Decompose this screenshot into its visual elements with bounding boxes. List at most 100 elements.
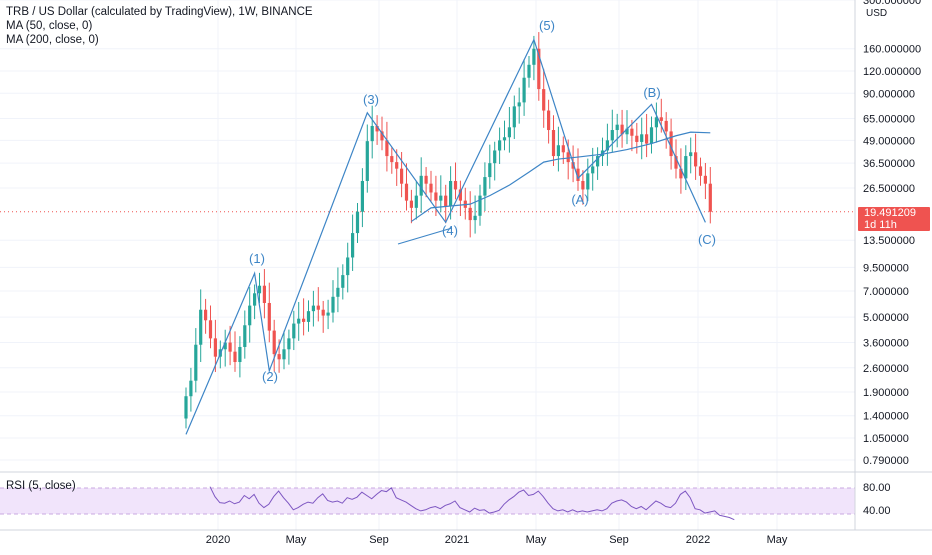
candle-body [581, 180, 585, 190]
candle-body [434, 192, 438, 201]
candle-body [351, 233, 355, 258]
candle-body [625, 128, 629, 135]
y-tick-label: 160.000000 [863, 44, 921, 56]
candle-body [326, 312, 330, 316]
wave-label: (1) [249, 251, 265, 266]
candle-body [395, 162, 399, 169]
y-tick-label: 3.600000 [863, 338, 909, 350]
candle-body [400, 168, 404, 184]
candle-body [561, 145, 565, 153]
y-tick-label: 26.500000 [863, 183, 915, 195]
candle-body [679, 168, 683, 179]
candle-body [640, 134, 644, 142]
candle-body [488, 163, 492, 178]
candle-body [522, 77, 526, 103]
rsi-tick-label: 40.00 [863, 505, 891, 517]
y-tick-label: 300.000000 [863, 0, 921, 7]
candle-body [576, 168, 580, 181]
candle-body [233, 351, 237, 363]
ma50-legend[interactable]: MA (50, close, 0) [6, 20, 93, 32]
y-tick-label: 0.790000 [863, 455, 909, 467]
candle-body [316, 305, 320, 310]
candle-body [458, 189, 462, 201]
last-price-value: 19.491209 [864, 207, 916, 219]
candle-body [566, 152, 570, 163]
wave-label: (C) [698, 232, 716, 247]
candle-body [282, 349, 286, 360]
candle-body [385, 140, 389, 157]
candle-body [267, 302, 271, 331]
candle-body [664, 120, 668, 132]
candle-body [257, 285, 262, 294]
rsi-tick-label: 80.00 [863, 482, 891, 494]
candle-body [213, 338, 217, 357]
candle-body [542, 89, 546, 111]
candle-body [654, 117, 658, 128]
wave-label: (B) [643, 85, 660, 100]
candle-body [669, 131, 673, 157]
candle-body [689, 152, 693, 157]
candle-body [189, 380, 193, 397]
y-tick-label: 120.000000 [863, 66, 921, 78]
rsi-legend[interactable]: RSI (5, close) [6, 480, 76, 492]
candle-body [184, 396, 188, 419]
candle-body [556, 145, 560, 157]
candle-body [586, 173, 590, 190]
wave-label: (4) [442, 223, 458, 238]
candle-body [478, 195, 482, 216]
candle-body [473, 215, 477, 221]
candle-body [468, 207, 472, 221]
y-tick-label: 65.000000 [863, 113, 915, 125]
candle-body [321, 309, 325, 316]
candle-body [287, 338, 291, 350]
candle-body [429, 183, 433, 193]
candle-body [302, 318, 306, 322]
rsi-band [0, 488, 855, 514]
candle-body [635, 135, 639, 142]
symbol-title[interactable]: TRB / US Dollar (calculated by TradingVi… [6, 6, 313, 18]
candle-body [204, 309, 208, 321]
y-tick-label: 13.500000 [863, 235, 915, 247]
x-tick-label: 2021 [445, 534, 469, 546]
candle-body [272, 330, 276, 355]
candle-body [208, 320, 213, 339]
ma200-legend[interactable]: MA (200, close, 0) [6, 34, 99, 46]
candle-body [228, 342, 232, 352]
candle-body [551, 130, 556, 157]
y-tick-label: 49.000000 [863, 135, 915, 147]
candle-body [571, 162, 575, 169]
candle-body [223, 342, 227, 350]
candle-body [424, 175, 428, 184]
candle-body [493, 150, 497, 164]
y-tick-label: 5.000000 [863, 312, 909, 324]
y-tick-label: 1.050000 [863, 433, 909, 445]
candle-body [547, 110, 551, 131]
ma-lines [411, 131, 711, 222]
candle-body [507, 127, 511, 138]
rsi-band [0, 487, 855, 515]
candle-body [698, 166, 703, 176]
candle-body [537, 48, 541, 90]
candle-body [684, 156, 688, 179]
candle-body [360, 180, 364, 212]
candle-body [620, 124, 624, 135]
candle-body [306, 311, 311, 322]
candle-body [238, 346, 242, 363]
candle-body [311, 305, 315, 312]
y-tick-label: 7.000000 [863, 286, 909, 298]
candle-body [605, 140, 609, 151]
candle-body [483, 177, 487, 196]
y-tick-label: 1.400000 [863, 411, 909, 423]
candle-body [414, 195, 418, 208]
candles [184, 32, 712, 429]
candle-body [375, 125, 379, 132]
y-tick-label: 2.600000 [863, 363, 909, 375]
wave-path [185, 37, 706, 435]
candle-body [674, 156, 678, 169]
candle-body [449, 180, 453, 206]
candle-body [439, 195, 443, 201]
candle-body [380, 131, 384, 141]
